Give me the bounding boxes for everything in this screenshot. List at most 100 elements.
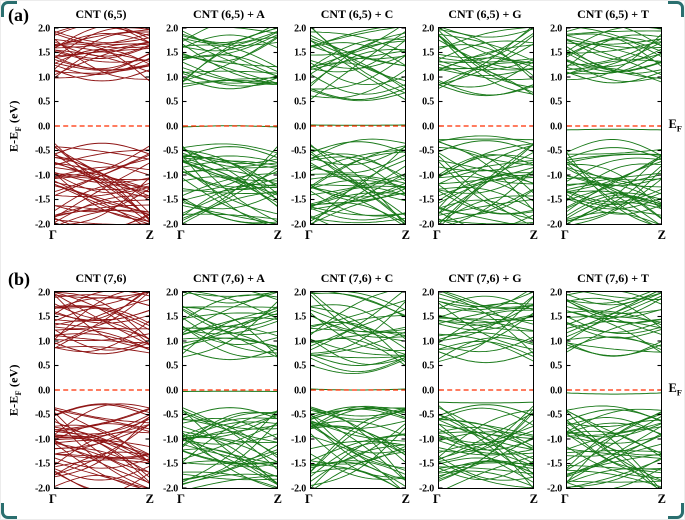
band-plot <box>438 291 534 489</box>
y-tick-label: 1.5 <box>38 47 50 59</box>
y-tick-label: -0.5 <box>290 145 306 157</box>
y-tick-label: 1.5 <box>422 47 434 59</box>
y-tick-label: 0.0 <box>422 385 434 397</box>
y-tick-label: -0.5 <box>34 409 50 421</box>
y-tick-label: 0.5 <box>422 96 434 108</box>
y-tick-label: -1.5 <box>290 194 306 206</box>
y-tick-label: -1.5 <box>418 194 434 206</box>
band-plot <box>566 291 662 489</box>
band-plot-svg <box>183 28 277 224</box>
y-tick-label: 0.0 <box>38 121 50 133</box>
band-plot-svg <box>439 28 533 224</box>
x-tick-label: Γ <box>49 492 57 506</box>
band-panel: CNT (6,5) 2.0 1.5 1.0 0.5 0.0 -0.5 -1.0 -1.5 -2.0… <box>29 7 154 245</box>
panels-row-a: CNT (6,5) 2.0 1.5 1.0 0.5 0.0 -0.5 -1.0 -1.5 -2.0… <box>29 7 666 245</box>
panel-title: CNT (7,6) + C <box>320 271 394 285</box>
y-tick-label: -2.0 <box>546 483 562 495</box>
x-tick-label: Γ <box>433 492 441 506</box>
panel-title: CNT (6,5) + T <box>577 7 649 21</box>
y-tick-label: -2.0 <box>290 483 306 495</box>
y-tick-label: 0.0 <box>38 385 50 397</box>
y-tick-label: 2.0 <box>422 287 434 299</box>
panel-title: CNT (6,5) + C <box>320 7 394 21</box>
y-tick-label: 2.0 <box>550 23 562 35</box>
y-tick-label: 0.0 <box>294 385 306 397</box>
y-tick-label: -1.0 <box>290 434 306 446</box>
y-tick-label: -1.0 <box>162 170 178 182</box>
y-tick-labels: 2.0 1.5 1.0 0.5 0.0 -0.5 -1.0 -1.5 -2.0 <box>413 23 436 230</box>
y-tick-label: 1.0 <box>294 336 306 348</box>
y-tick-label: 0.0 <box>550 385 562 397</box>
y-tick-label: -1.5 <box>34 194 50 206</box>
x-tick-label: Z <box>273 228 282 242</box>
y-tick-label: -0.5 <box>34 145 50 157</box>
y-tick-label: -1.5 <box>162 194 178 206</box>
y-tick-label: -2.0 <box>162 483 178 495</box>
y-tick-label: -1.5 <box>418 458 434 470</box>
y-tick-label: 0.0 <box>166 385 178 397</box>
fermi-level-label: EF <box>668 381 682 398</box>
y-tick-labels: 2.0 1.5 1.0 0.5 0.0 -0.5 -1.0 -1.5 -2.0 <box>285 23 308 230</box>
y-tick-label: 2.0 <box>294 23 306 35</box>
y-tick-label: -2.0 <box>546 219 562 231</box>
y-tick-label: -0.5 <box>162 409 178 421</box>
y-tick-label: -1.5 <box>546 458 562 470</box>
y-tick-label: -1.0 <box>546 434 562 446</box>
y-tick-label: 1.0 <box>550 336 562 348</box>
band-panel: CNT (6,5) + G 2.0 1.5 1.0 0.5 0.0 -0.5 -1.0 -1.5… <box>413 7 538 245</box>
x-tick-label: Z <box>401 228 410 242</box>
row-a: (a) E-EF (eV) CNT (6,5) 2.0 1.5 1.0 0.5 0.0 -0… <box>6 5 683 247</box>
x-tick-label: Z <box>145 492 154 506</box>
band-plot <box>566 27 662 225</box>
y-tick-label: 1.5 <box>550 47 562 59</box>
y-tick-label: -0.5 <box>290 409 306 421</box>
y-tick-label: 2.0 <box>166 23 178 35</box>
y-tick-label: 1.0 <box>294 72 306 84</box>
fermi-level-label: EF <box>668 117 682 134</box>
y-tick-label: 0.5 <box>166 360 178 372</box>
x-tick-label: Γ <box>305 492 313 506</box>
band-plot-svg <box>567 28 661 224</box>
x-tick-label: Z <box>657 492 666 506</box>
y-tick-label: -1.5 <box>34 458 50 470</box>
x-tick-label: Γ <box>433 228 441 242</box>
y-tick-label: 1.5 <box>294 311 306 323</box>
band-panel: CNT (7,6) 2.0 1.5 1.0 0.5 0.0 -0.5 -1.0 -1.5 -2.0… <box>29 271 154 509</box>
y-tick-label: -2.0 <box>418 483 434 495</box>
y-tick-labels: 2.0 1.5 1.0 0.5 0.0 -0.5 -1.0 -1.5 -2.0 <box>541 287 564 495</box>
y-axis-label: E-EF (eV) <box>6 100 24 153</box>
y-tick-labels: 2.0 1.5 1.0 0.5 0.0 -0.5 -1.0 -1.5 -2.0 <box>285 287 308 495</box>
y-tick-labels: 2.0 1.5 1.0 0.5 0.0 -0.5 -1.0 -1.5 -2.0 <box>157 23 180 230</box>
x-tick-label: Γ <box>561 492 569 506</box>
y-tick-labels: 2.0 1.5 1.0 0.5 0.0 -0.5 -1.0 -1.5 -2.0 <box>541 23 564 231</box>
y-tick-label: -1.0 <box>34 434 50 446</box>
band-plot-svg <box>567 292 661 488</box>
y-tick-label: 1.5 <box>550 311 562 323</box>
y-tick-label: 0.5 <box>550 360 562 372</box>
row-label-a: (a) <box>8 5 29 25</box>
y-tick-label: 0.5 <box>38 360 50 372</box>
band-plot <box>182 27 278 225</box>
y-tick-label: -1.5 <box>290 458 306 470</box>
panel-title: CNT (6,5) + A <box>193 7 265 21</box>
band-plot <box>438 27 534 225</box>
band-plot-svg <box>311 292 405 488</box>
y-tick-labels: 2.0 1.5 1.0 0.5 0.0 -0.5 -1.0 -1.5 -2.0 <box>29 23 52 231</box>
y-tick-label: 1.5 <box>166 47 178 59</box>
band-panel: CNT (6,5) + T 2.0 1.5 1.0 0.5 0.0 -0.5 -1.0 -1.5… <box>541 7 666 245</box>
y-tick-label: 1.0 <box>422 336 434 348</box>
y-tick-label: 0.0 <box>422 121 434 133</box>
y-tick-label: -0.5 <box>162 145 178 157</box>
y-tick-label: 1.5 <box>422 311 434 323</box>
y-tick-label: -2.0 <box>34 219 50 231</box>
x-tick-label: Γ <box>305 228 313 242</box>
